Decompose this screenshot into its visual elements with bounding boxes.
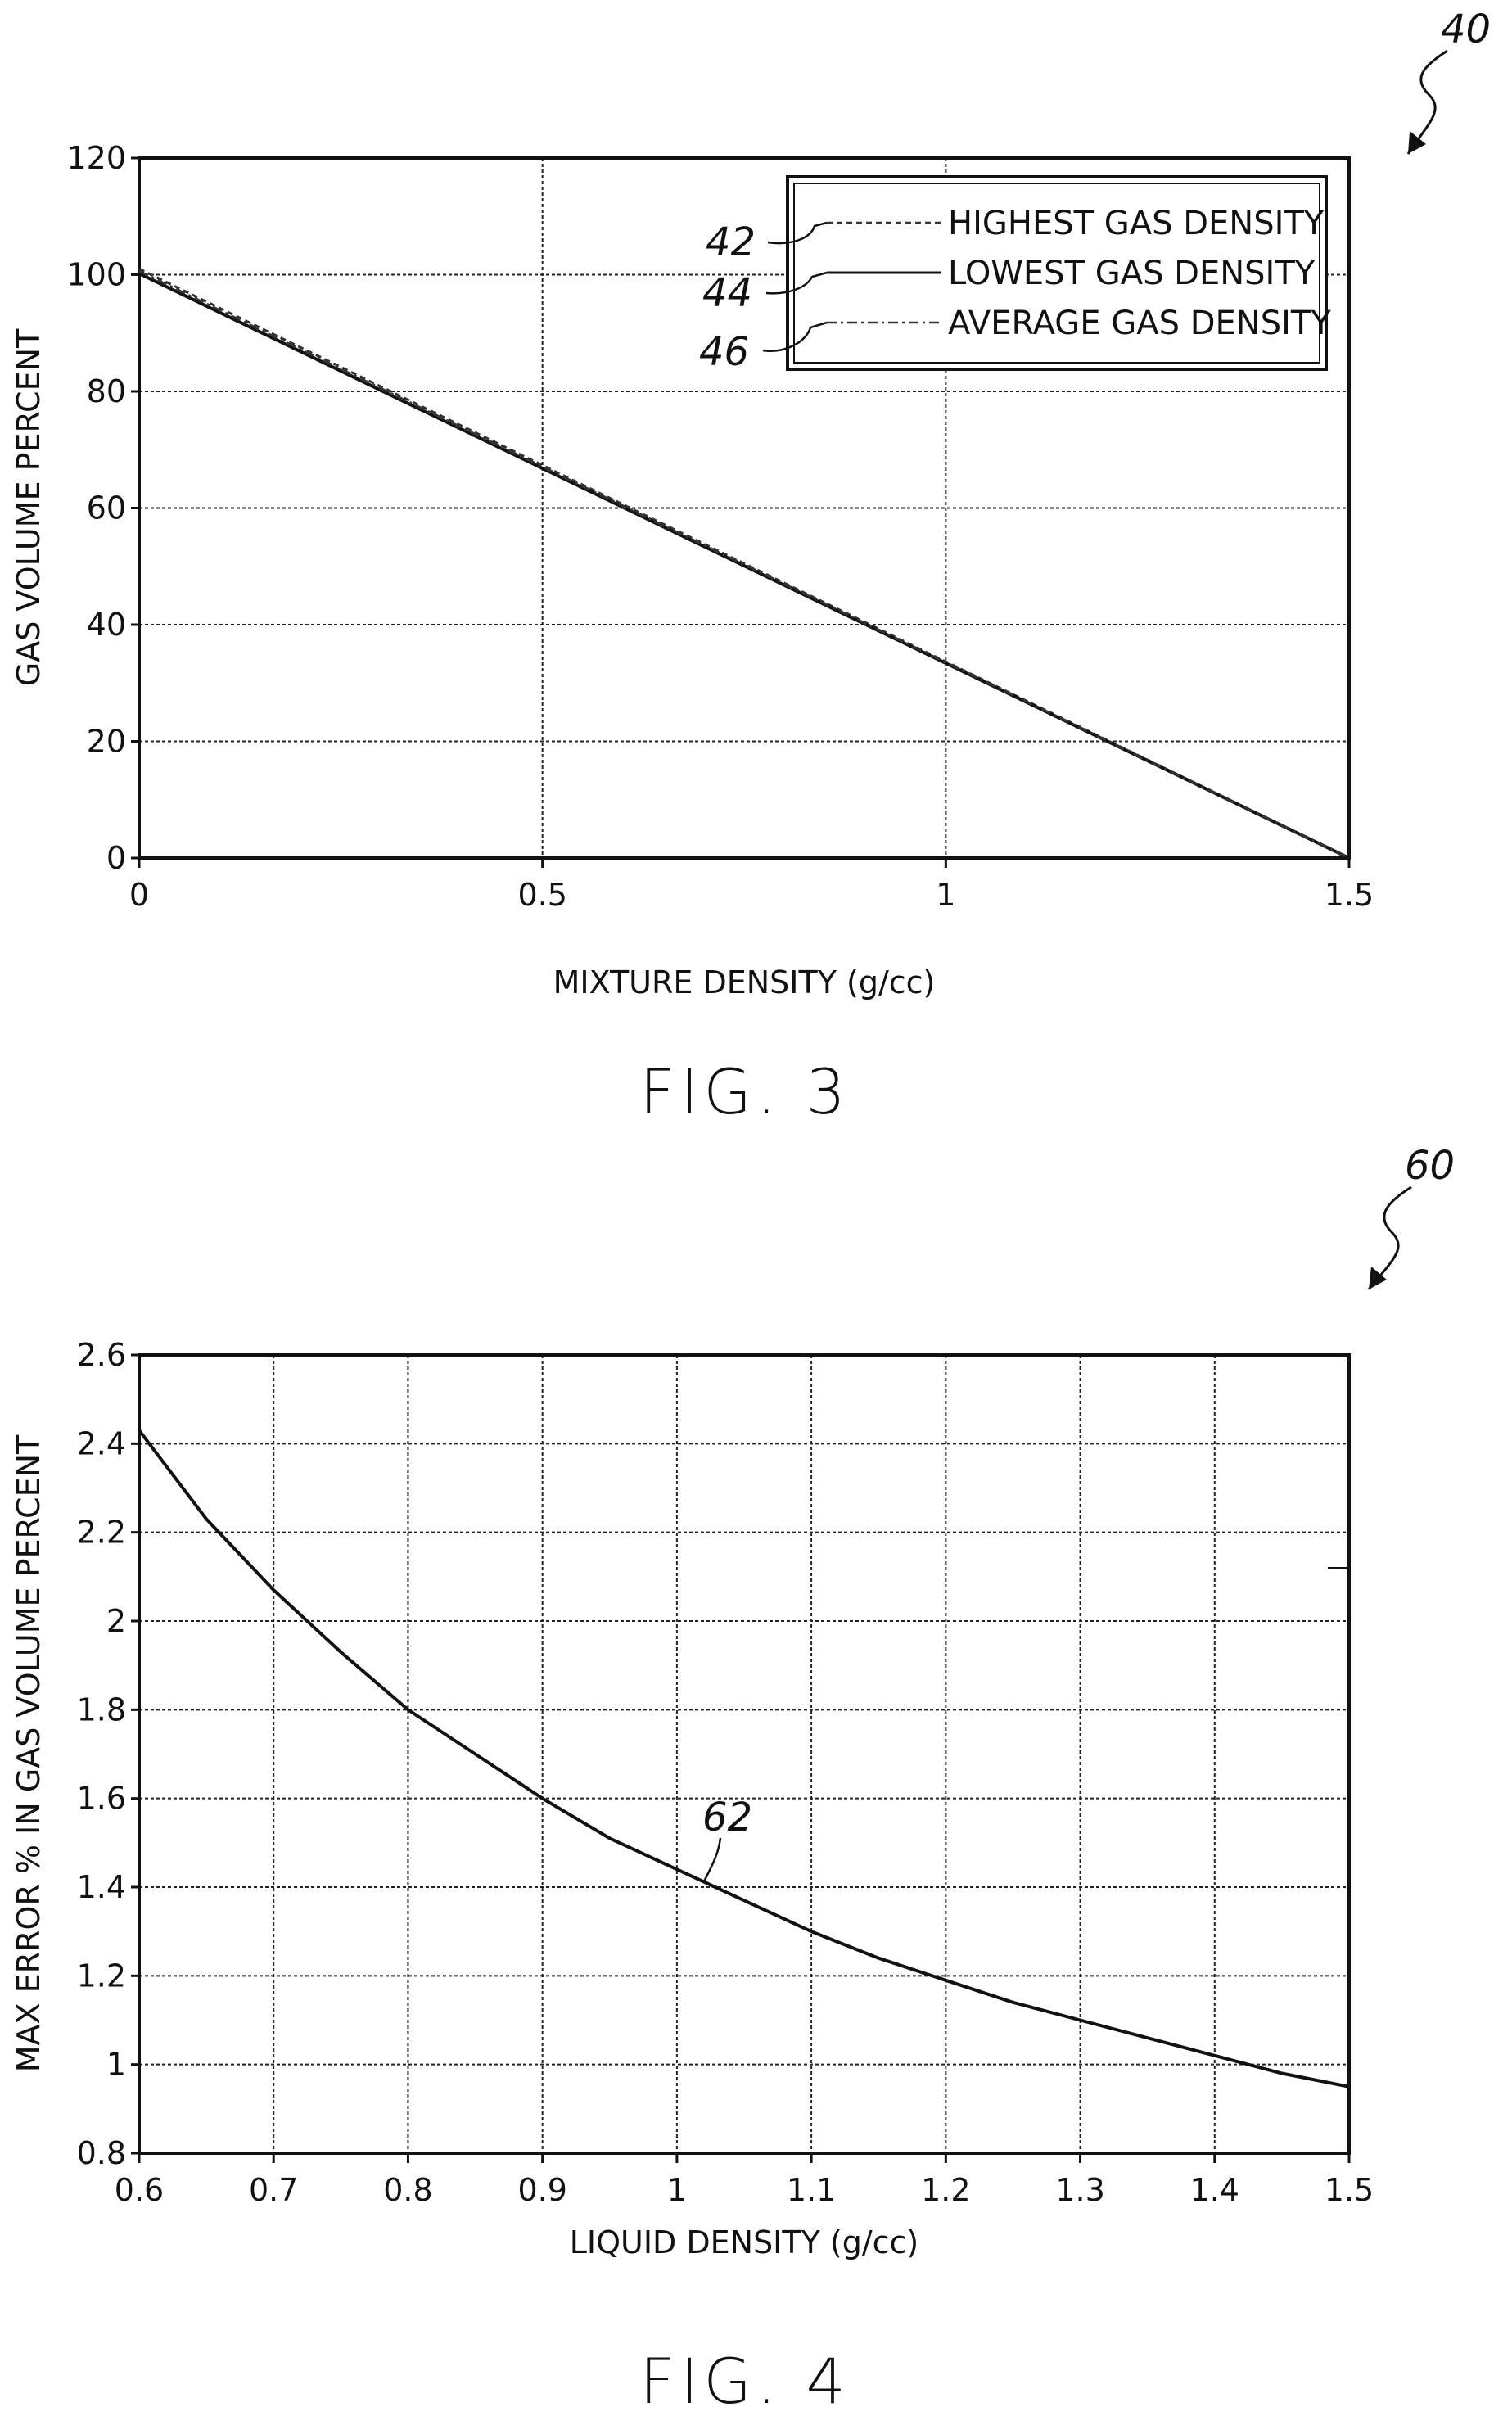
chart2-y-tick-label: 2.2 — [77, 1515, 126, 1551]
chart2-y-tick-label: 0.8 — [77, 2135, 126, 2171]
chart2-y-tick-label: 2.4 — [77, 1425, 126, 1461]
chart2-grid — [139, 1355, 1349, 2153]
chart1-y-tick-label: 100 — [66, 257, 126, 293]
ref-62-leader — [702, 1837, 722, 1882]
chart2-y-axis-label: MAX ERROR % IN GAS VOLUME PERCENT — [11, 1434, 47, 2072]
chart2-x-tick-label: 1.1 — [787, 2172, 836, 2208]
legend-label-highest: HIGHEST GAS DENSITY — [948, 205, 1325, 242]
chart1-x-tick-label: 1 — [936, 877, 955, 913]
chart2-plot-frame — [138, 1353, 1351, 2155]
chart1-legend: HIGHEST GAS DENSITY LOWEST GAS DENSITY A… — [786, 175, 1331, 371]
chart2-x-axis-label: LIQUID DENSITY (g/cc) — [570, 2224, 919, 2260]
chart-gas-volume-vs-mixture-density: 0 20 40 60 80 100 120 0 0.5 1 1.5 HIGHEST GAS DEN… — [11, 140, 1374, 1000]
chart2-x-tick-label: 0.7 — [249, 2172, 298, 2208]
ref-62: 62 — [702, 1795, 752, 1840]
chart2-x-tick-label: 0.8 — [383, 2172, 432, 2208]
chart2-x-tick-label: 1.4 — [1190, 2172, 1239, 2208]
figure-3-ref-number: 40 — [1441, 7, 1491, 52]
chart1-series — [138, 268, 1350, 860]
ref-46: 46 — [699, 329, 749, 375]
chart2-y-tick-label: 2 — [106, 1603, 126, 1639]
chart1-series-line-3 — [138, 269, 1350, 860]
legend-label-lowest: LOWEST GAS DENSITY — [948, 255, 1316, 292]
chart1-legend-inner-box — [793, 183, 1320, 364]
ref-42: 42 — [706, 219, 756, 265]
figure-4-ref-arrowhead — [1369, 1267, 1387, 1289]
chart2-x-ticks: 0.6 0.7 0.8 0.9 1 1.1 1.2 1.3 1.4 1.5 — [115, 2153, 1374, 2208]
chart1-y-tick-label: 120 — [66, 140, 126, 176]
chart2-x-tick-label: 1.2 — [921, 2172, 970, 2208]
chart1-y-tick-label: 40 — [87, 607, 126, 643]
chart1-y-tick-label: 0 — [106, 840, 126, 876]
ref-46-leader — [762, 321, 828, 352]
chart2-x-tick-label: 1 — [667, 2172, 687, 2208]
chart2-series-line-1 — [138, 1429, 1350, 2089]
chart2-y-tick-label: 2.6 — [77, 1337, 126, 1373]
chart2-x-tick-label: 1.5 — [1325, 2172, 1374, 2208]
legend-label-average: AVERAGE GAS DENSITY — [948, 305, 1331, 342]
chart1-y-tick-label: 80 — [87, 373, 126, 409]
figure-4-caption: FIG. 4 — [639, 2345, 851, 2418]
chart1-x-axis-label: MIXTURE DENSITY (g/cc) — [553, 964, 936, 1000]
figure-3-ref-arrow-line — [1406, 49, 1448, 155]
chart2-y-tick-label: 1.8 — [77, 1691, 126, 1727]
ref-44-leader — [765, 271, 828, 295]
chart1-y-tick-label: 20 — [87, 724, 126, 760]
figure-4: 60 0.811.21.41.61.822.22.42.6 0.6 0.7 0.8 0… — [11, 1143, 1455, 2418]
chart2-y-tick-label: 1.4 — [77, 1869, 126, 1905]
ref-42-leader — [767, 221, 828, 245]
figure-3-caption: FIG. 3 — [639, 1055, 851, 1128]
chart1-y-ticks: 0 20 40 60 80 100 120 — [66, 140, 139, 876]
chart2-y-tick-label: 1.6 — [77, 1781, 126, 1817]
chart1-x-ticks: 0 0.5 1 1.5 — [129, 858, 1374, 913]
chart2-series — [138, 1429, 1350, 2089]
chart2-x-tick-label: 0.9 — [517, 2172, 566, 2208]
chart1-x-tick-label: 0.5 — [517, 877, 566, 913]
figure-3-ref-arrowhead — [1408, 131, 1426, 154]
figure-3: 40 0 20 40 60 80 100 120 0 0.5 1 1.5 HIGHEST GAS … — [11, 7, 1491, 1128]
chart-max-error-vs-liquid-density: 0.8 1 1.2 1.4 1.6 1.8 2 2.2 2.4 2.6 0.6 0.7 0.8 0.9 1… — [11, 1337, 1374, 2260]
chart2-x-tick-label: 0.6 — [115, 2172, 164, 2208]
chart1-x-tick-label: 1.5 — [1325, 877, 1374, 913]
figure-4-ref-number: 60 — [1405, 1143, 1455, 1189]
chart1-x-tick-label: 0 — [129, 877, 149, 913]
chart1-y-axis-label: GAS VOLUME PERCENT — [11, 328, 47, 686]
ref-44: 44 — [702, 270, 752, 316]
chart1-y-tick-label: 60 — [87, 490, 126, 526]
chart2-y-tick-label: 1 — [106, 2047, 126, 2083]
chart2-y-tick-label: 1.2 — [77, 1958, 126, 1994]
chart2-x-tick-label: 1.3 — [1055, 2172, 1104, 2208]
figure-4-ref-arrow-line — [1367, 1185, 1412, 1290]
chart2-y-ticks: 0.8 1 1.2 1.4 1.6 1.8 2 2.2 2.4 2.6 — [77, 1337, 139, 2171]
